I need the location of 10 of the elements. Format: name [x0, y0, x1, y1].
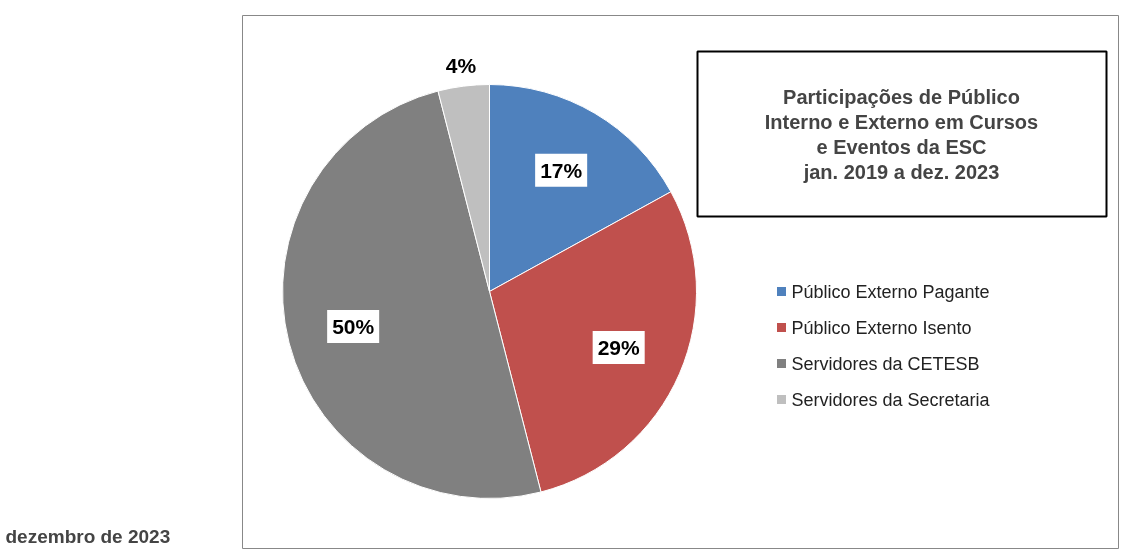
data-label: 4%	[445, 54, 477, 78]
legend-label: Servidores da CETESB	[791, 353, 980, 374]
text: dezembro de 2023	[5, 525, 171, 547]
data-label: 17%	[540, 158, 583, 182]
legend-label: Público Externo Pagante	[791, 281, 990, 302]
legend-label: Servidores da Secretaria	[791, 389, 991, 410]
text: Participações de Público Interno e Externo em Cursos e Eventos da ESC jan. 2019 a dez. 2023	[764, 85, 1039, 184]
legend-label: Público Externo Isento	[791, 317, 972, 338]
data-label: 50%	[332, 315, 375, 339]
data-label: 29%	[597, 335, 641, 359]
